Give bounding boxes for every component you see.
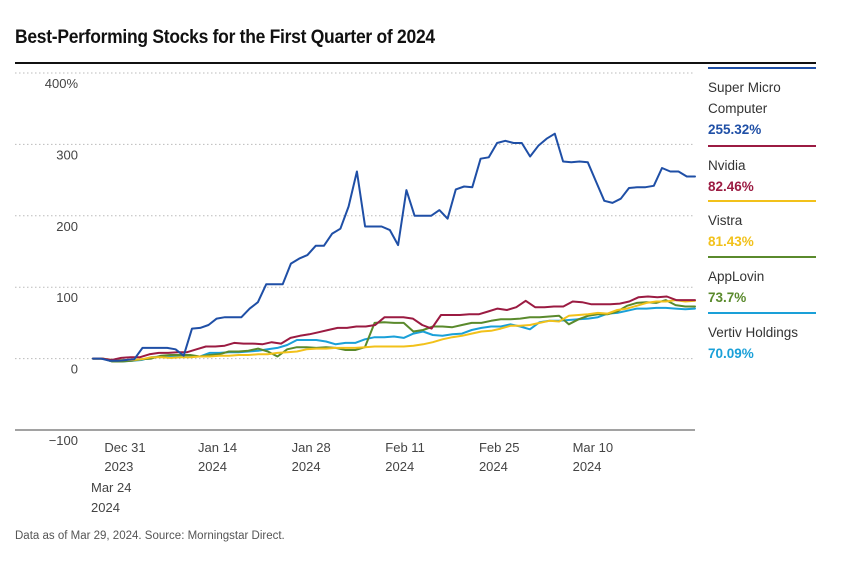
- legend-series-value: 81.43%: [708, 234, 754, 249]
- x-tick-label: Mar 10: [573, 440, 613, 455]
- chart-title: Best-Performing Stocks for the First Qua…: [15, 27, 435, 48]
- x-tick-year: 2023: [104, 459, 133, 474]
- series-line-super-micro-computer: [92, 132, 696, 362]
- legend-series-name: Computer: [708, 101, 768, 116]
- y-axis-ticks: 400% 300 200 100 0 −100: [45, 76, 79, 448]
- series-line-vistra: [92, 299, 696, 361]
- x-tick-year: 2024: [91, 500, 120, 515]
- x-tick-label: Dec 31: [104, 440, 145, 455]
- series-lines: [92, 132, 696, 363]
- gridlines: [15, 72, 695, 431]
- x-tick-year: 2024: [479, 459, 508, 474]
- y-tick-label: 0: [71, 362, 78, 377]
- x-tick-label: Feb 25: [479, 440, 519, 455]
- x-tick-label: Feb 11: [385, 440, 425, 455]
- title-rule: [15, 62, 816, 64]
- legend-series-value: 73.7%: [708, 290, 746, 305]
- y-tick-label: 200: [56, 219, 78, 234]
- legend-series-name: AppLovin: [708, 269, 764, 284]
- legend-series-value: 255.32%: [708, 122, 761, 137]
- series-line-nvidia: [92, 295, 696, 361]
- x-tick-year: 2024: [292, 459, 321, 474]
- legend-series-value: 70.09%: [708, 346, 754, 361]
- x-axis-ticks: Dec 31 2023 Jan 14 2024 Jan 28 2024 Feb 11 2024…: [91, 440, 613, 515]
- legend-series-value: 82.46%: [708, 179, 754, 194]
- legend: Super Micro Computer 255.32% Nvidia 82.46% Vi…: [708, 67, 816, 361]
- legend-series-name: Vertiv Holdings: [708, 325, 798, 340]
- legend-series-name: Super Micro: [708, 80, 781, 95]
- y-tick-label: −100: [49, 433, 78, 448]
- x-tick-label: Jan 14: [198, 440, 237, 455]
- y-tick-label: 400%: [45, 76, 79, 91]
- legend-series-name: Nvidia: [708, 158, 746, 173]
- y-tick-label: 100: [56, 290, 78, 305]
- x-tick-label: Jan 28: [292, 440, 331, 455]
- y-tick-label: 300: [56, 147, 78, 162]
- series-line-applovin: [92, 299, 696, 363]
- x-tick-label: Mar 24: [91, 480, 131, 495]
- legend-series-name: Vistra: [708, 213, 743, 228]
- series-line-vertiv-holdings: [92, 306, 696, 363]
- x-tick-year: 2024: [573, 459, 602, 474]
- x-tick-year: 2024: [198, 459, 227, 474]
- x-tick-year: 2024: [385, 459, 414, 474]
- footnote: Data as of Mar 29, 2024. Source: Morning…: [15, 530, 285, 542]
